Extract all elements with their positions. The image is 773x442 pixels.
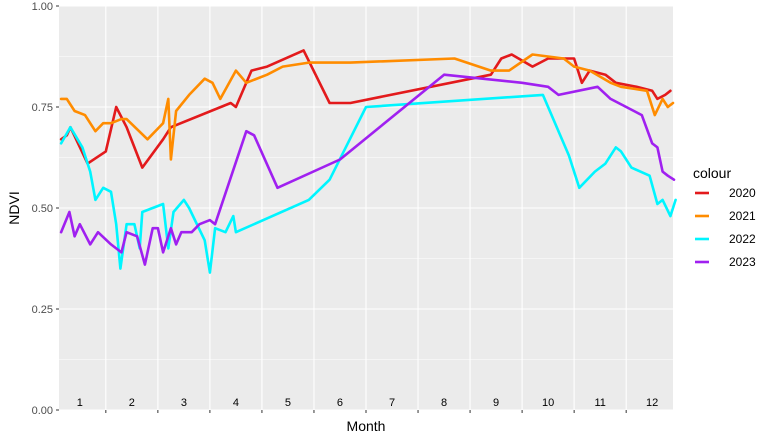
series-line-2020 — [59, 49, 672, 169]
month-label: 8 — [441, 397, 447, 409]
month-label: 4 — [233, 397, 239, 409]
month-label: 10 — [542, 397, 554, 409]
y-tick-label: 1.00 — [32, 1, 53, 13]
legend-label-2021: 2021 — [729, 209, 756, 223]
legend-label-2023: 2023 — [729, 255, 756, 269]
month-label: 5 — [285, 397, 291, 409]
month-label: 1 — [77, 397, 83, 409]
y-tick-label: 0.00 — [32, 405, 53, 417]
major-gridlines — [59, 5, 673, 411]
legend: colour 2020 2021 2022 2023 — [693, 165, 756, 271]
month-label: 2 — [129, 397, 135, 409]
month-label: 12 — [646, 397, 658, 409]
y-tick-label: 0.25 — [32, 304, 53, 316]
y-tick-label: 0.50 — [32, 203, 53, 215]
x-axis-title: Month — [347, 418, 386, 434]
series-line-2023 — [59, 73, 676, 266]
legend-label-2020: 2020 — [729, 186, 756, 200]
series-line-2022 — [59, 93, 677, 274]
y-tick-label: 0.75 — [32, 102, 53, 114]
series-line-2021 — [59, 53, 675, 161]
legend-label-2022: 2022 — [729, 232, 756, 246]
month-labels: 1 2 3 4 5 6 7 8 9 10 11 12 — [77, 397, 659, 409]
y-axis-title: NDVI — [6, 191, 22, 224]
y-axis: 0.00 0.25 0.50 0.75 1.00 — [32, 1, 59, 417]
month-label: 9 — [493, 397, 499, 409]
month-label: 11 — [594, 397, 605, 409]
legend-title: colour — [693, 165, 731, 181]
series-lines — [59, 49, 677, 274]
month-label: 3 — [181, 397, 187, 409]
month-label: 7 — [389, 397, 395, 409]
x-axis-ticks — [105, 410, 627, 413]
month-label: 6 — [337, 397, 343, 409]
